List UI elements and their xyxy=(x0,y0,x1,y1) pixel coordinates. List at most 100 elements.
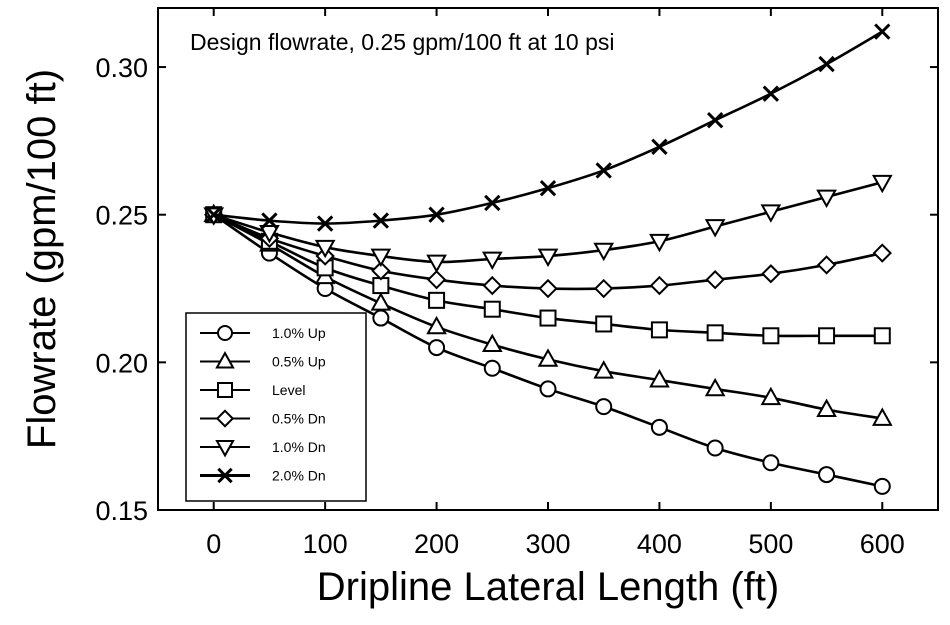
legend-entry: 1.0% Dn xyxy=(200,439,326,458)
data-point xyxy=(872,243,892,263)
data-point xyxy=(705,270,725,290)
legend-box xyxy=(185,312,367,502)
data-point xyxy=(595,398,613,416)
data-point xyxy=(314,239,336,259)
y-axis-label: Flowrate (gpm/100 ft) xyxy=(20,69,64,449)
data-point xyxy=(873,327,891,345)
data-point xyxy=(595,162,612,179)
data-point xyxy=(649,275,670,296)
y-tick-label: 0.20 xyxy=(95,348,148,378)
data-point xyxy=(762,85,780,102)
x-tick-label: 400 xyxy=(637,529,682,559)
x-tick-label: 300 xyxy=(525,529,570,559)
data-point xyxy=(428,339,446,357)
data-point xyxy=(259,225,280,244)
data-point xyxy=(217,467,233,484)
data-point xyxy=(704,377,726,397)
series-line xyxy=(213,30,883,225)
data-point xyxy=(706,439,724,457)
data-point xyxy=(760,204,782,223)
y-tick-label: 0.30 xyxy=(95,53,148,83)
data-point xyxy=(818,466,836,484)
data-point xyxy=(871,174,893,194)
legend-label: 1.0% Dn xyxy=(272,439,326,455)
legend-label: 1.0% Up xyxy=(272,325,326,341)
data-point xyxy=(481,251,503,271)
data-point xyxy=(818,327,836,345)
data-point xyxy=(762,327,780,345)
y-tick-label: 0.15 xyxy=(95,496,148,526)
data-point xyxy=(426,254,447,273)
data-point xyxy=(593,242,615,262)
data-point xyxy=(706,324,724,342)
data-point xyxy=(871,407,893,426)
legend-label: 0.5% Dn xyxy=(272,411,326,427)
series-1-0-dn xyxy=(203,174,893,273)
data-point xyxy=(538,278,558,299)
x-tick-label: 0 xyxy=(206,529,221,559)
data-point xyxy=(595,315,613,333)
data-point xyxy=(426,315,447,335)
data-point xyxy=(874,23,891,40)
data-point xyxy=(215,409,235,428)
data-point xyxy=(370,248,392,268)
legend-label: Level xyxy=(272,382,305,398)
legend-entry: 2.0% Dn xyxy=(200,468,326,484)
legend-label: 0.5% Up xyxy=(272,354,326,370)
data-point xyxy=(650,321,668,339)
data-point xyxy=(650,418,668,436)
data-point xyxy=(816,255,837,275)
data-point xyxy=(651,138,668,155)
data-point xyxy=(370,292,392,311)
legend-entry: 1.0% Up xyxy=(200,325,326,341)
data-point xyxy=(593,360,615,379)
legend-label: 2.0% Dn xyxy=(272,468,326,484)
data-point xyxy=(481,333,503,353)
data-point xyxy=(482,275,502,296)
x-tick-label: 100 xyxy=(303,529,348,559)
legend-entry: 0.5% Dn xyxy=(200,409,326,428)
data-point xyxy=(483,359,501,377)
data-point xyxy=(205,206,222,223)
data-point xyxy=(215,351,235,369)
x-tick-label: 500 xyxy=(748,529,793,559)
data-point xyxy=(426,270,447,290)
data-point xyxy=(539,309,557,327)
data-point xyxy=(372,212,390,229)
data-point xyxy=(537,248,559,268)
data-point xyxy=(484,194,501,212)
data-point xyxy=(217,382,233,398)
data-point xyxy=(816,398,837,417)
axis-ticks: 0 100 200 300 400 500 600 0.15 0.20 0.25 0.30 xyxy=(95,8,938,559)
legend-entry: Level xyxy=(200,382,305,398)
data-point xyxy=(537,348,559,367)
series-0-5-up xyxy=(203,203,893,426)
data-point xyxy=(539,380,557,398)
data-point xyxy=(649,369,670,388)
data-point xyxy=(816,189,837,209)
data-point xyxy=(371,261,391,281)
data-point xyxy=(761,264,781,284)
data-point xyxy=(372,309,390,327)
legend: 1.0% Up 0.5% Up Level 0.5% Dn 1.0% Dn 2.0% Dn xyxy=(185,312,367,502)
x-axis-label: Dripline Lateral Length (ft) xyxy=(317,565,779,609)
data-point xyxy=(428,206,445,223)
data-point xyxy=(762,454,780,472)
data-point xyxy=(316,215,334,232)
y-tick-label: 0.25 xyxy=(95,201,148,231)
data-point xyxy=(261,212,278,229)
series-layer xyxy=(203,23,893,495)
data-point xyxy=(217,325,233,341)
series-2-0-dn xyxy=(205,23,891,232)
data-point xyxy=(539,179,557,197)
series-1-0-up xyxy=(205,206,891,495)
x-tick-label: 600 xyxy=(860,529,905,559)
data-point xyxy=(706,112,724,129)
data-point xyxy=(649,233,670,253)
chart-annotation: Design flowrate, 0.25 gpm/100 ft at 10 p… xyxy=(190,29,614,55)
data-point xyxy=(873,477,891,495)
data-point xyxy=(704,219,726,238)
data-point xyxy=(483,300,501,318)
data-point xyxy=(760,386,782,406)
